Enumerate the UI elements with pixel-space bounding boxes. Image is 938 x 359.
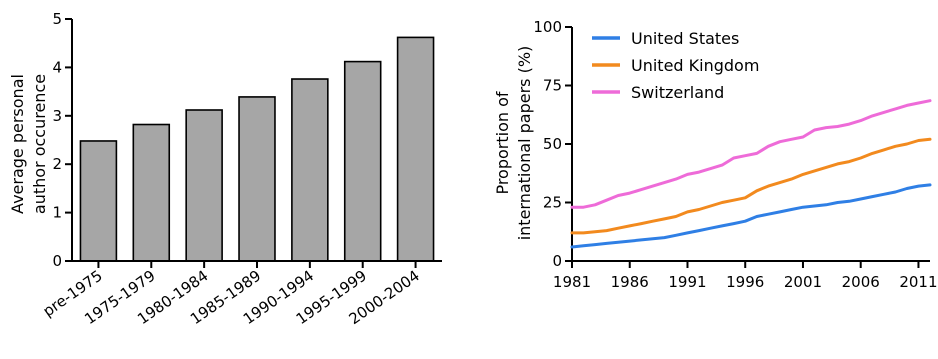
legend-label-united-kingdom: United Kingdom: [631, 56, 759, 75]
line-y-axis-title: Proportion of international papers (%): [493, 46, 534, 241]
line-y-tick-label: 0: [552, 252, 562, 270]
line-x-tick-label: 2001: [784, 273, 822, 291]
bar-1990-1994: [291, 78, 329, 262]
bar-chart: Average personal author occurence 0 1 2 3 4 5…: [8, 10, 442, 328]
line-chart: Proportion of international papers (%) 0…: [493, 18, 938, 291]
line-x-tick-label: 1986: [611, 273, 649, 291]
series-line-united-kingdom: [570, 137, 932, 235]
bar-1995-1999: [343, 60, 382, 262]
bar-y-tick-label: 3: [52, 107, 62, 125]
line-y-tick-label: 50: [543, 135, 562, 153]
bar-y-tick-label: 5: [52, 10, 62, 28]
legend-label-united-states: United States: [631, 29, 739, 48]
legend: United States United Kingdom Switzerland: [592, 29, 759, 102]
line-y-tick-label: 25: [543, 194, 562, 212]
bar-y-axis-title: Average personal author occurence: [8, 74, 49, 214]
line-x-tick-label: 1981: [553, 273, 591, 291]
bar-y-tick-label: 0: [52, 252, 62, 270]
line-x-tick-label: 1991: [668, 273, 706, 291]
series-line-switzerland: [570, 99, 932, 209]
line-x-tick-label: 2011: [899, 273, 937, 291]
bar-1980-1984: [185, 109, 223, 262]
line-y-axis-title-line-1: Proportion of: [493, 91, 512, 194]
bar-y-tick-label: 4: [52, 58, 62, 76]
bar-y-axis-title-line-1: Average personal: [8, 74, 27, 214]
line-y-axis-title-line-2: international papers (%): [515, 46, 534, 241]
bar-y-axis-title-line-2: author occurence: [30, 74, 49, 214]
legend-label-switzerland: Switzerland: [631, 83, 724, 102]
bar-pre-1975: [79, 140, 118, 262]
series-line-united-states: [570, 183, 932, 249]
line-x-tick-label: 2006: [842, 273, 880, 291]
bar-y-tick-label: 2: [52, 155, 62, 173]
bar-plot-area: 012345pre-19751975-19791980-19841985-198…: [40, 10, 442, 328]
line-y-tick-label: 75: [543, 77, 562, 95]
bar-2000-2004: [396, 36, 435, 262]
line-plot-area: 0 25 50 75 100 1981 1986 1991 1996 2001 2006 2011: [533, 18, 937, 291]
bar-y-tick-label: 1: [52, 204, 62, 222]
bar-1985-1989: [238, 96, 276, 262]
line-y-tick-label: 100: [533, 18, 562, 36]
line-x-tick-label: 1996: [726, 273, 764, 291]
bar-1975-1979: [132, 123, 171, 262]
